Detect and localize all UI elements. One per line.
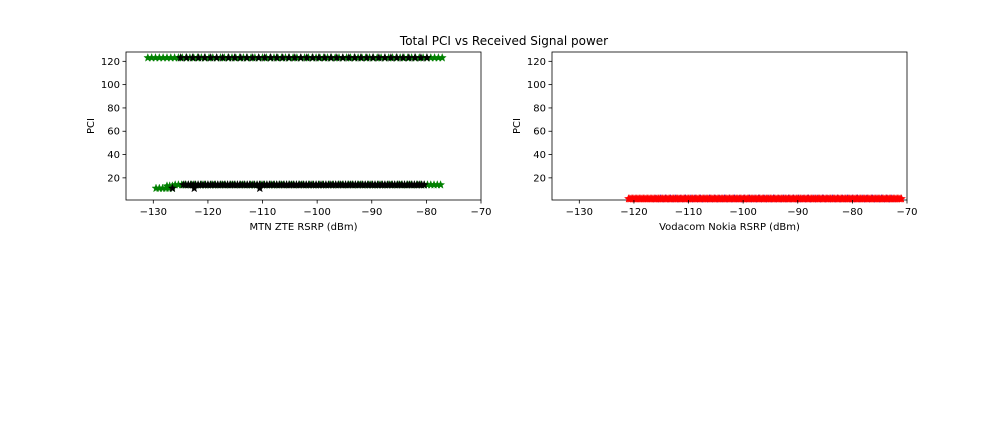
mtn-y-tick-label: 80 — [107, 103, 120, 114]
mtn-y-ticks: 20 40 60 80 100 120 — [101, 57, 126, 184]
mtn-y-tick-label: 60 — [107, 127, 120, 138]
mtn-y-tick-label: 40 — [107, 150, 120, 161]
mtn-x-tick-label: −120 — [194, 207, 221, 218]
mtn-x-tick-label: −110 — [249, 207, 276, 218]
mtn-data-points — [143, 53, 447, 193]
vodacom-y-tick-label: 60 — [533, 127, 546, 138]
vodacom-data-point — [896, 194, 907, 203]
mtn-data-point — [436, 180, 446, 189]
vodacom-y-ticks: 20 40 60 80 100 120 — [527, 57, 552, 184]
mtn-x-tick-label: −80 — [416, 207, 437, 218]
mtn-y-axis-label: PCI — [86, 118, 97, 134]
vodacom-x-tick-label: −130 — [566, 207, 593, 218]
mtn-x-axis-label: MTN ZTE RSRP (dBm) — [249, 222, 357, 233]
vodacom-data-points — [623, 194, 907, 203]
mtn-data-point — [189, 183, 199, 193]
mtn-y-tick-label: 20 — [107, 173, 120, 184]
mtn-data-point — [255, 183, 265, 193]
mtn-x-ticks: −130 −120 −110 −100 −90 −80 −70 — [140, 200, 492, 218]
mtn-x-tick-label: −90 — [361, 207, 382, 218]
mtn-plot-frame — [125, 51, 482, 201]
vodacom-y-tick-label: 120 — [527, 57, 546, 68]
vodacom-x-tick-label: −80 — [842, 207, 863, 218]
vodacom-plot-frame — [551, 51, 908, 201]
vodacom-y-tick-label: 80 — [533, 103, 546, 114]
mtn-x-tick-label: −100 — [303, 207, 330, 218]
vodacom-x-tick-label: −120 — [620, 207, 647, 218]
mtn-x-tick-label: −70 — [470, 207, 491, 218]
mtn-zte-scatter-panel: −130 −120 −110 −100 −90 −80 −70 20 40 60 80 100 120… — [86, 51, 492, 233]
mtn-data-point — [422, 53, 432, 62]
vodacom-y-tick-label: 20 — [533, 173, 546, 184]
mtn-data-point — [419, 180, 429, 189]
mtn-data-point — [167, 183, 177, 193]
mtn-x-tick-label: −130 — [140, 207, 167, 218]
vodacom-x-tick-label: −100 — [729, 207, 756, 218]
vodacom-x-tick-label: −90 — [787, 207, 808, 218]
vodacom-y-tick-label: 40 — [533, 150, 546, 161]
mtn-y-tick-label: 120 — [101, 57, 120, 68]
figure-title: Total PCI vs Received Signal power — [399, 34, 608, 48]
vodacom-nokia-scatter-panel: −130 −120 −110 −100 −90 −80 −70 20 40 60 80 100 120… — [512, 51, 918, 233]
vodacom-y-axis-label: PCI — [512, 118, 523, 134]
vodacom-x-ticks: −130 −120 −110 −100 −90 −80 −70 — [566, 200, 918, 218]
mtn-y-tick-label: 100 — [101, 80, 120, 91]
vodacom-x-tick-label: −110 — [675, 207, 702, 218]
vodacom-y-tick-label: 100 — [527, 80, 546, 91]
mtn-data-point — [437, 53, 447, 62]
vodacom-x-axis-label: Vodacom Nokia RSRP (dBm) — [659, 222, 800, 233]
vodacom-x-tick-label: −70 — [896, 207, 917, 218]
